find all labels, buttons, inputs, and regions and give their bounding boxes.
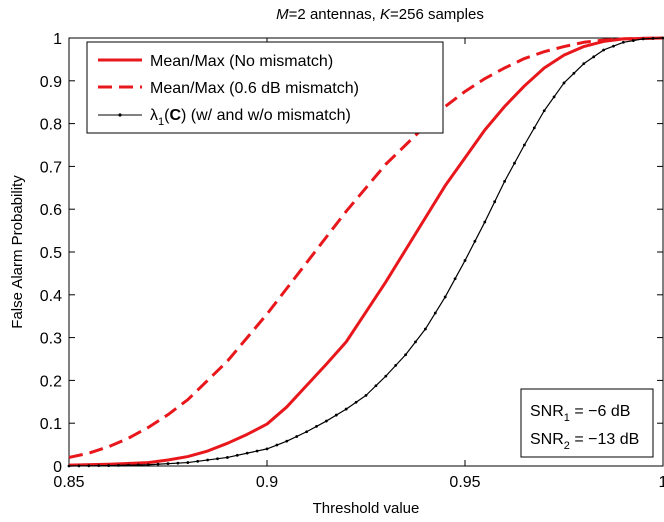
series-marker: [434, 312, 437, 315]
series-marker: [177, 462, 180, 465]
x-tick-label: 1: [659, 474, 664, 491]
legend-label-no-mismatch: Mean/Max (No mismatch): [150, 53, 333, 70]
series-marker: [315, 425, 318, 428]
series-marker: [464, 259, 467, 262]
series-marker: [414, 340, 417, 343]
series-marker: [127, 464, 130, 467]
series-marker: [533, 126, 536, 129]
series-marker: [68, 465, 71, 468]
legend-lambda-symbol: λ: [150, 107, 158, 124]
series-marker: [117, 464, 120, 467]
series-marker: [236, 454, 239, 457]
series-marker: [622, 41, 625, 44]
series-marker: [404, 353, 407, 356]
series-marker: [196, 460, 199, 463]
snr-annotation: SNR1 = −6 dB SNR2 = −13 dB: [521, 389, 653, 457]
snr1-rest: = −6 dB: [570, 403, 631, 420]
series-marker: [483, 221, 486, 224]
y-tick-label: 0.7: [40, 159, 62, 176]
series-marker: [493, 200, 496, 203]
series-marker: [384, 375, 387, 378]
series-marker: [375, 384, 378, 387]
series-marker: [365, 394, 368, 397]
series-marker: [652, 37, 655, 40]
chart-title-part2: =256 samples: [390, 6, 484, 23]
legend: Mean/Max (No mismatch) Mean/Max (0.6 dB …: [87, 42, 443, 133]
y-tick-label: 1: [53, 31, 62, 48]
series-marker: [642, 37, 645, 40]
series-marker: [285, 440, 288, 443]
series-marker: [226, 456, 229, 459]
series-marker: [474, 240, 477, 243]
snr2-rest: = −13 dB: [570, 431, 639, 448]
snr2-base: SNR: [530, 431, 564, 448]
snr1-base: SNR: [530, 403, 564, 420]
y-tick-label: 0.4: [40, 288, 62, 305]
series-marker: [167, 462, 170, 465]
y-tick-label: 0.8: [40, 117, 62, 134]
series-marker: [157, 463, 160, 466]
series-marker: [256, 450, 259, 453]
y-tick-label: 0.5: [40, 245, 62, 262]
series-marker: [563, 82, 566, 85]
series-marker: [454, 277, 457, 280]
series-marker: [186, 461, 189, 464]
series-marker: [592, 55, 595, 58]
series-marker: [107, 464, 110, 467]
x-axis-label: Threshold value: [313, 500, 420, 517]
series-marker: [325, 420, 328, 423]
y-tick-label: 0.9: [40, 74, 62, 91]
series-marker: [632, 39, 635, 42]
series-marker: [444, 296, 447, 299]
series-marker: [553, 95, 556, 98]
series-marker: [543, 109, 546, 112]
series-marker: [582, 62, 585, 65]
series-marker: [503, 180, 506, 183]
y-tick-label: 0.3: [40, 331, 62, 348]
legend-swatch-lambda-marker: [118, 113, 121, 116]
chart-title: M=2 antennas, K=256 samples: [276, 6, 484, 23]
series-marker: [266, 447, 269, 450]
series-marker: [246, 452, 249, 455]
legend-lambda-bold: C: [169, 107, 181, 124]
series-marker: [137, 464, 140, 467]
chart-title-part1: =2 antennas,: [289, 6, 380, 23]
series-marker: [523, 144, 526, 147]
series-marker: [216, 457, 219, 460]
series-marker: [513, 162, 516, 165]
y-tick-label: 0.6: [40, 202, 62, 219]
series-marker: [147, 463, 150, 466]
legend-lambda-rest: ) (w/ and w/o mismatch): [181, 107, 351, 124]
series-marker: [602, 49, 605, 52]
series-marker: [355, 401, 358, 404]
series-marker: [97, 464, 100, 467]
y-tick-label: 0: [53, 459, 62, 476]
series-marker: [612, 45, 615, 48]
series-marker: [305, 430, 308, 433]
series-marker: [573, 72, 576, 75]
y-axis-label: False Alarm Probability: [9, 175, 26, 329]
x-tick-label: 0.85: [53, 474, 84, 491]
y-tick-label: 0.1: [40, 416, 62, 433]
series-marker: [276, 444, 279, 447]
series-marker: [206, 459, 209, 462]
series-marker: [394, 364, 397, 367]
x-tick-label: 0.95: [449, 474, 480, 491]
chart-title-m: M: [276, 6, 289, 23]
x-tick-label: 0.9: [256, 474, 278, 491]
series-marker: [335, 414, 338, 417]
series-marker: [78, 464, 81, 467]
series-marker: [345, 408, 348, 411]
series-marker: [295, 435, 298, 438]
legend-label-mismatch: Mean/Max (0.6 dB mismatch): [150, 80, 359, 97]
series-marker: [424, 328, 427, 331]
series-marker: [87, 464, 90, 467]
y-tick-label: 0.2: [40, 373, 62, 390]
